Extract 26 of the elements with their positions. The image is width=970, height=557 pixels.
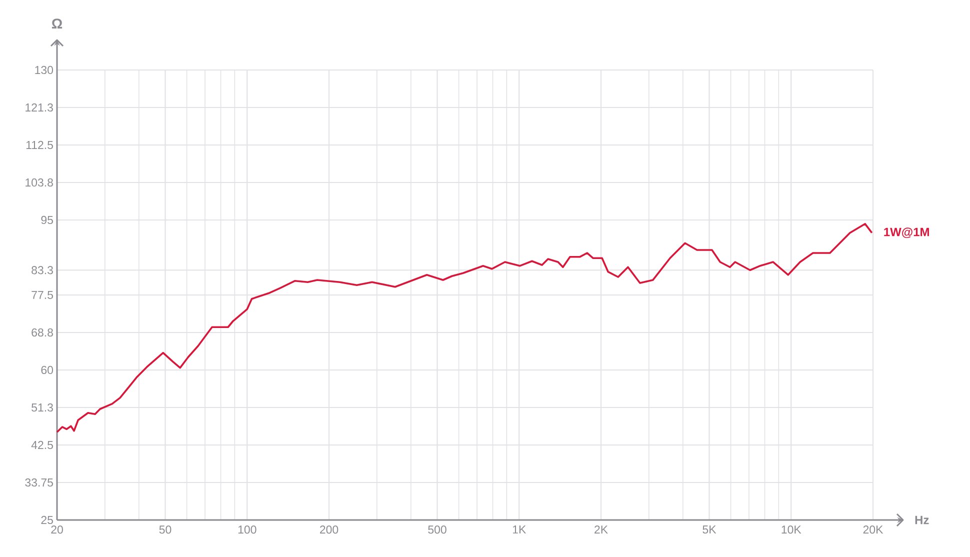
- y-tick-label: 77.5: [32, 290, 53, 299]
- x-tick-label: 1K: [512, 526, 526, 534]
- y-tick-label: 130: [35, 66, 54, 74]
- y-tick-label: 95: [41, 216, 53, 224]
- x-tick-label: 200: [320, 526, 338, 534]
- series-label: 1W@1M: [884, 228, 929, 238]
- y-tick-label: 42.5: [31, 440, 53, 450]
- x-tick-label: 5K: [702, 526, 716, 534]
- y-tick-label: 25: [41, 516, 53, 524]
- x-tick-label: 20K: [863, 526, 884, 534]
- x-tick-label: 2K: [594, 526, 608, 534]
- x-tick-label: 500: [428, 526, 446, 534]
- y-tick-label: 83.3: [32, 266, 53, 274]
- y-tick-label: 121.3: [26, 103, 53, 112]
- y-tick-label: 33.75: [25, 478, 53, 487]
- y-tick-label: 60: [41, 366, 54, 374]
- x-tick-label: 20: [51, 526, 63, 534]
- y-tick-label: 68.8: [32, 328, 53, 337]
- x-tick-label: 100: [238, 526, 256, 534]
- x-axis-title: Hz: [915, 516, 929, 524]
- x-tick-label: 10K: [782, 526, 802, 534]
- y-tick-label: 112.5: [26, 140, 53, 150]
- y-tick-label: 103.8: [26, 178, 53, 187]
- y-axis-title: Ω: [52, 18, 62, 28]
- x-tick-label: 50: [159, 526, 172, 534]
- y-tick-label: 51.3: [32, 403, 53, 412]
